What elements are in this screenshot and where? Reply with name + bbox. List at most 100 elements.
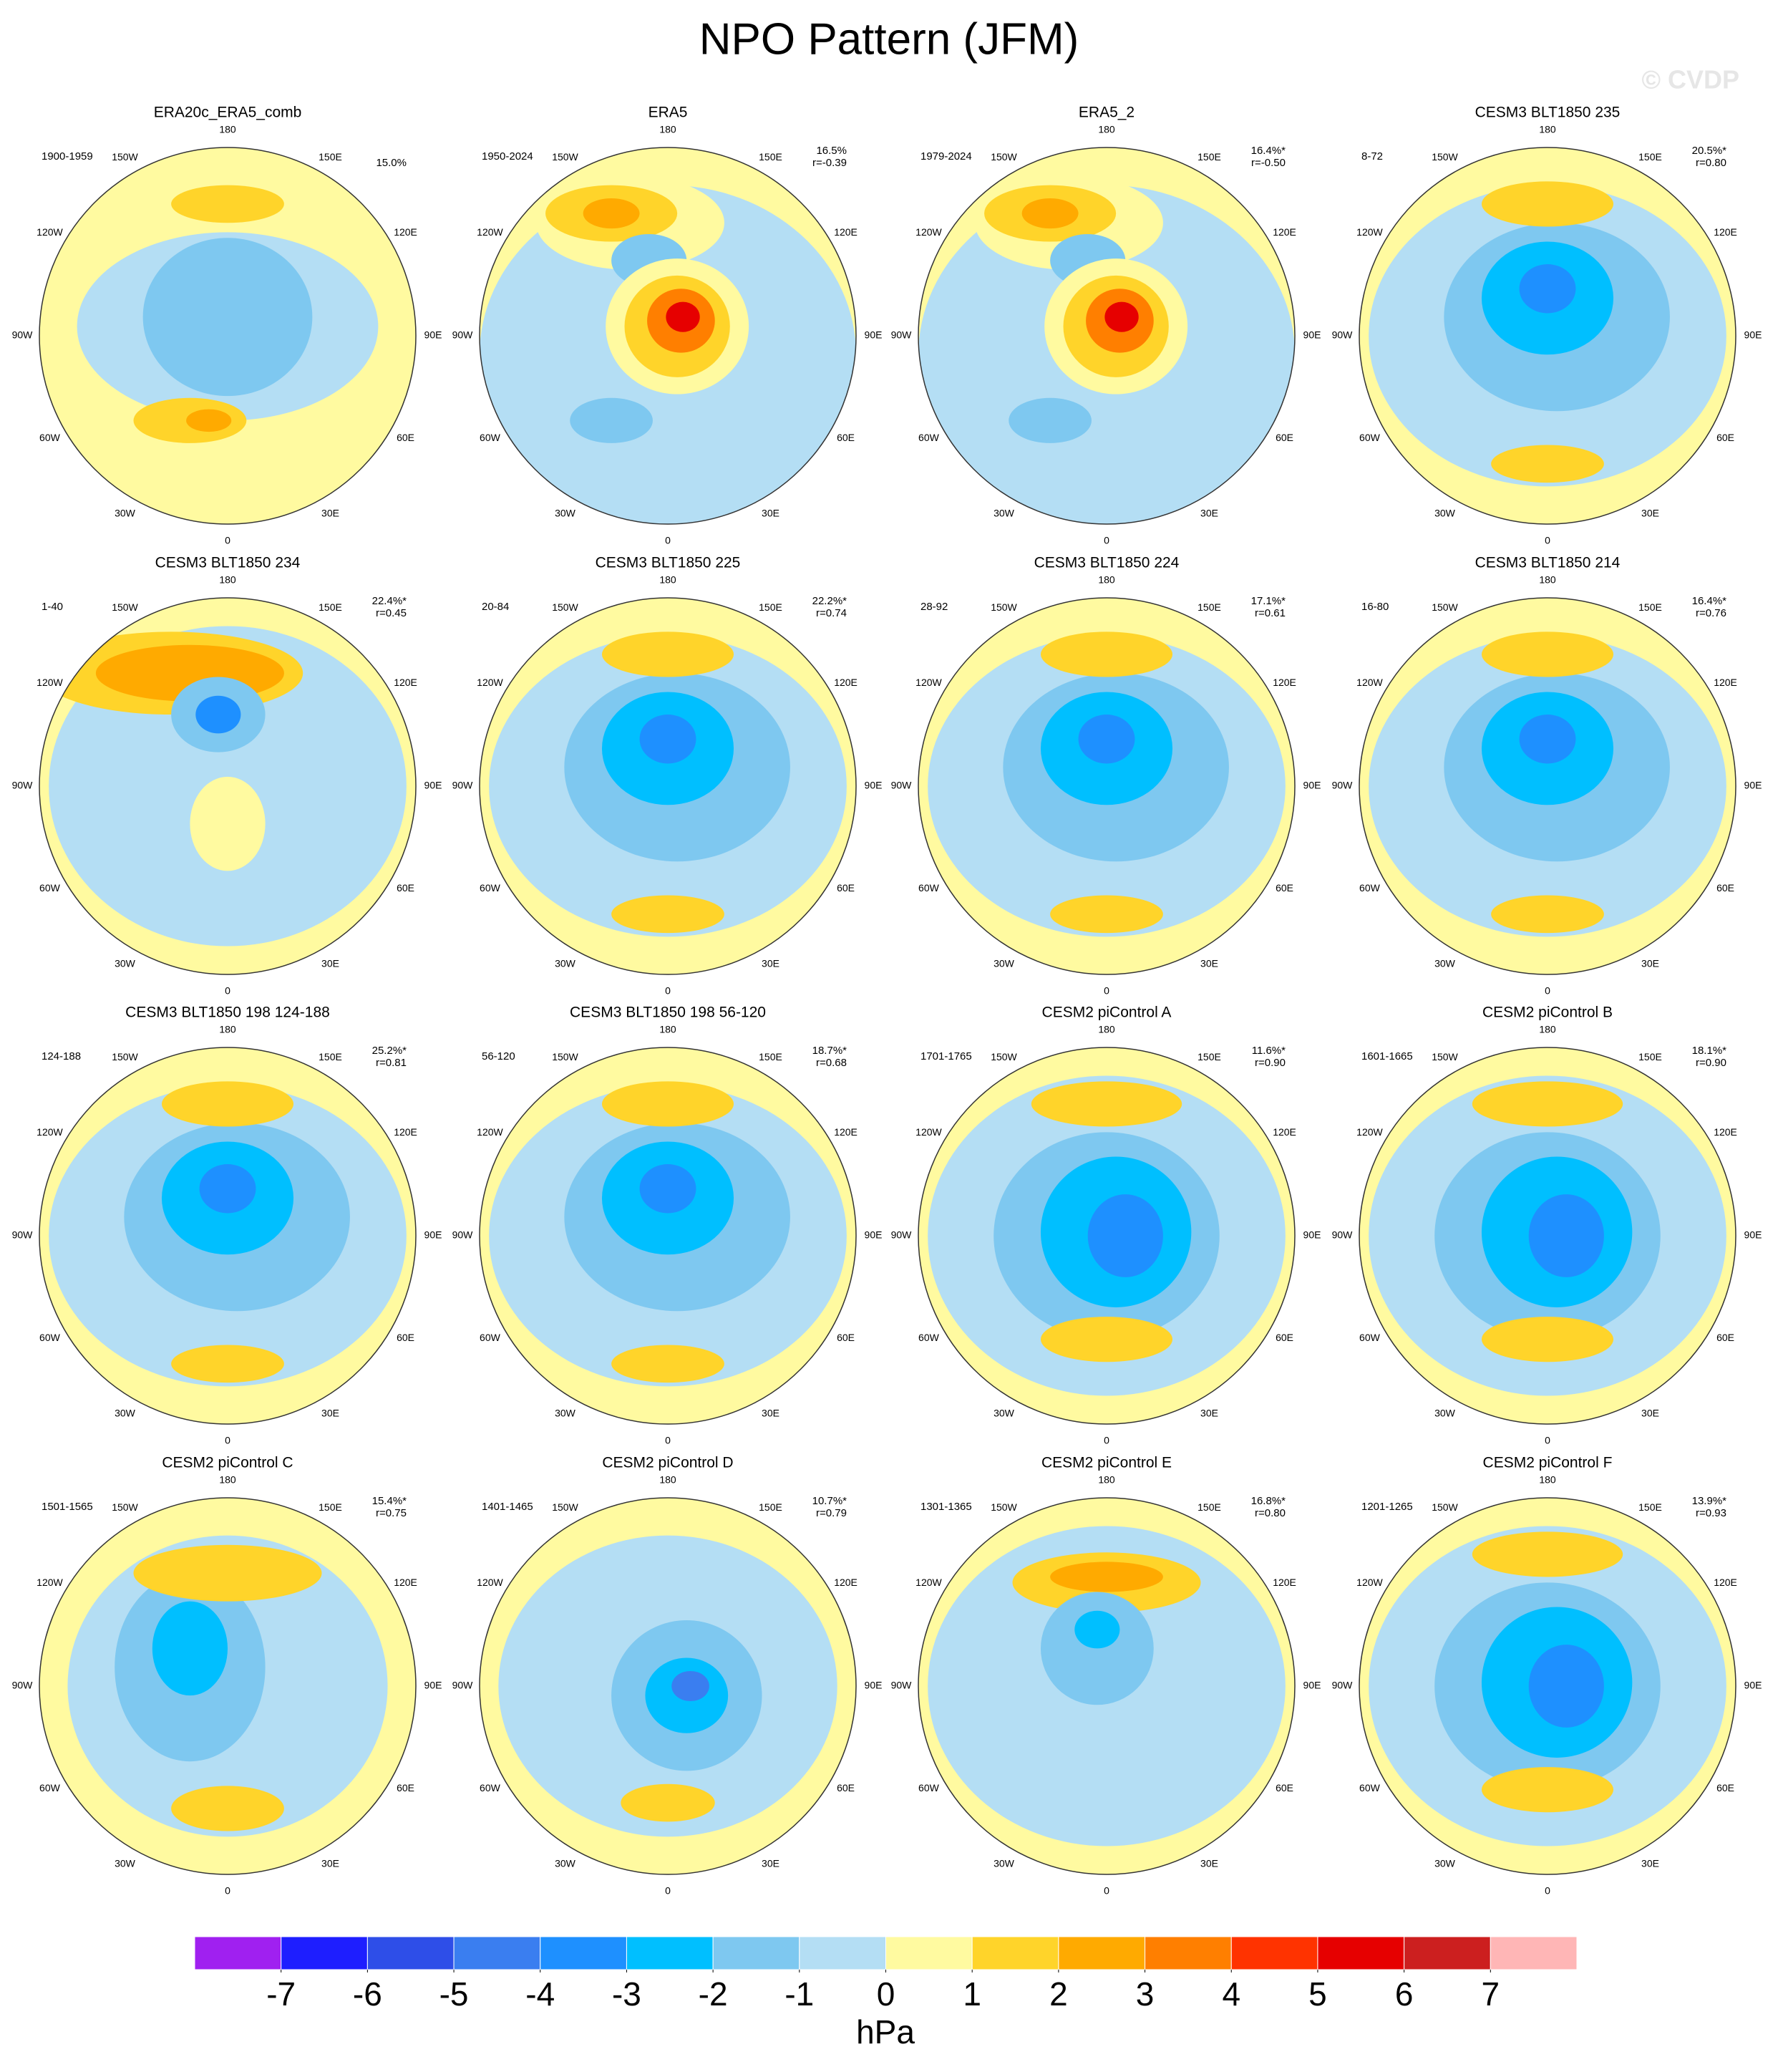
colorbar-tick-label: 7 bbox=[1482, 1975, 1500, 2013]
map-border bbox=[39, 1047, 417, 1425]
panel-title: CESM2 piControl E bbox=[1041, 1455, 1172, 1471]
panel-title: CESM2 piControl F bbox=[1483, 1455, 1613, 1471]
panel-variance: 15.0% bbox=[376, 157, 407, 169]
map-panel bbox=[39, 147, 416, 524]
panel-period: 16-80 bbox=[1361, 601, 1389, 613]
longitude-label: 180 bbox=[219, 574, 236, 586]
panel-period: 1201-1265 bbox=[1361, 1501, 1413, 1513]
longitude-label: 90W bbox=[12, 329, 34, 341]
longitude-label: 0 bbox=[1545, 1435, 1550, 1446]
field-contour bbox=[171, 185, 284, 223]
map-panel bbox=[480, 1047, 856, 1424]
field-contour bbox=[190, 776, 266, 871]
longitude-label: 30E bbox=[762, 957, 779, 969]
longitude-label: 30E bbox=[1200, 957, 1218, 969]
field-contour bbox=[1491, 895, 1604, 934]
panel-title: CESM2 piControl C bbox=[162, 1455, 293, 1471]
longitude-label: 60E bbox=[837, 1332, 855, 1343]
colorbar-tick-label: 6 bbox=[1395, 1975, 1414, 2013]
longitude-label: 30W bbox=[994, 507, 1015, 518]
longitude-label: 30W bbox=[115, 1407, 136, 1418]
colorbar-box bbox=[1404, 1936, 1491, 1970]
field-contour bbox=[639, 1164, 696, 1214]
longitude-label: 30E bbox=[1200, 1857, 1218, 1869]
longitude-label: 150E bbox=[1638, 1501, 1662, 1513]
panel-correlation: r=-0.50 bbox=[1251, 157, 1286, 169]
panel-title: CESM2 piControl A bbox=[1042, 1004, 1172, 1021]
longitude-label: 60E bbox=[837, 1782, 855, 1793]
longitude-label: 0 bbox=[1104, 535, 1109, 546]
longitude-label: 150W bbox=[1432, 1051, 1458, 1062]
longitude-label: 0 bbox=[1545, 985, 1550, 997]
panel-variance: 16.4%* bbox=[1692, 595, 1727, 607]
longitude-label: 120E bbox=[1714, 677, 1737, 688]
colorbar-box bbox=[885, 1936, 973, 1970]
panel-period: 20-84 bbox=[482, 601, 509, 613]
longitude-label: 60E bbox=[837, 432, 855, 443]
map-panel bbox=[39, 1047, 416, 1424]
panel-variance: 15.4%* bbox=[372, 1495, 407, 1507]
field-contour bbox=[1074, 1610, 1120, 1649]
longitude-label: 30W bbox=[994, 1857, 1015, 1869]
panel-variance: 16.8%* bbox=[1251, 1495, 1286, 1507]
longitude-label: 150W bbox=[112, 1051, 138, 1062]
map-border bbox=[918, 1047, 1296, 1425]
colorbar-tick-label: 2 bbox=[1049, 1975, 1068, 2013]
longitude-label: 120E bbox=[1714, 226, 1737, 238]
longitude-label: 120E bbox=[1273, 677, 1296, 688]
longitude-label: 30W bbox=[1434, 1407, 1456, 1418]
figure-title: NPO Pattern (JFM) bbox=[699, 14, 1079, 64]
field-contour bbox=[639, 715, 696, 764]
longitude-label: 30W bbox=[555, 507, 576, 518]
panel-correlation: r=0.75 bbox=[376, 1507, 407, 1519]
panel-title: ERA5 bbox=[648, 105, 688, 121]
longitude-label: 120W bbox=[1356, 1577, 1383, 1588]
longitude-label: 150E bbox=[319, 151, 342, 163]
longitude-label: 30W bbox=[115, 1857, 136, 1869]
longitude-label: 60E bbox=[1716, 882, 1734, 894]
map-panel bbox=[918, 1047, 1295, 1424]
longitude-label: 180 bbox=[219, 1024, 236, 1035]
colorbar-box bbox=[540, 1936, 627, 1970]
longitude-label: 90W bbox=[452, 1229, 474, 1241]
panel-correlation: r=-0.39 bbox=[812, 157, 847, 169]
longitude-label: 120W bbox=[915, 677, 942, 688]
longitude-label: 30E bbox=[321, 507, 339, 518]
longitude-label: 60W bbox=[480, 1782, 501, 1793]
colorbar-box bbox=[1058, 1936, 1146, 1970]
panel-title: CESM2 piControl B bbox=[1482, 1004, 1613, 1021]
longitude-label: 150E bbox=[1638, 601, 1662, 613]
panel-period: 28-92 bbox=[920, 601, 948, 613]
field-contour bbox=[1491, 445, 1604, 483]
field-contour bbox=[1031, 1081, 1182, 1127]
longitude-label: 30W bbox=[1434, 957, 1456, 969]
field-contour bbox=[666, 301, 700, 332]
panel-variance: 18.7%* bbox=[812, 1045, 847, 1057]
panel-title: CESM3 BLT1850 198 56-120 bbox=[570, 1004, 766, 1021]
field-contour bbox=[1481, 1317, 1614, 1362]
map-border bbox=[479, 147, 857, 525]
longitude-label: 30W bbox=[994, 957, 1015, 969]
colorbar-tick-label: 0 bbox=[877, 1975, 895, 2013]
longitude-label: 90W bbox=[891, 1229, 913, 1241]
longitude-label: 180 bbox=[1098, 1024, 1115, 1035]
longitude-label: 180 bbox=[1539, 1024, 1556, 1035]
longitude-label: 150W bbox=[991, 601, 1017, 613]
longitude-label: 120E bbox=[394, 226, 417, 238]
longitude-label: 30E bbox=[321, 1857, 339, 1869]
longitude-label: 90W bbox=[452, 1680, 474, 1691]
longitude-label: 30W bbox=[1434, 1857, 1456, 1869]
longitude-label: 60W bbox=[1359, 882, 1381, 894]
map-panel bbox=[918, 147, 1295, 524]
panel-variance: 20.5%* bbox=[1692, 145, 1727, 157]
panel-period: 8-72 bbox=[1361, 150, 1383, 163]
longitude-label: 60W bbox=[918, 882, 940, 894]
field-contour bbox=[1519, 264, 1576, 314]
longitude-label: 90E bbox=[424, 1680, 442, 1691]
longitude-label: 0 bbox=[225, 1885, 230, 1897]
map-border bbox=[918, 1497, 1296, 1875]
colorbar-box bbox=[626, 1936, 714, 1970]
longitude-label: 90W bbox=[1332, 1680, 1354, 1691]
longitude-label: 180 bbox=[1098, 124, 1115, 135]
colorbar-box bbox=[712, 1936, 800, 1970]
